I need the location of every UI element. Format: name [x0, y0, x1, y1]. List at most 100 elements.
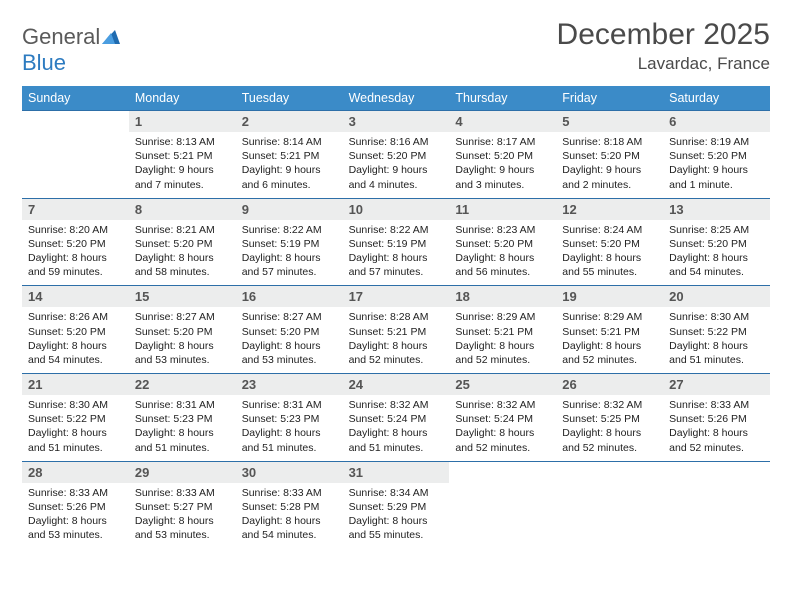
- sunrise-line: Sunrise: 8:18 AM: [562, 135, 657, 149]
- daylight-line: Daylight: 8 hours and 54 minutes.: [242, 514, 337, 542]
- sunrise-line: Sunrise: 8:26 AM: [28, 310, 123, 324]
- sunset-line: Sunset: 5:20 PM: [349, 149, 444, 163]
- day-details: Sunrise: 8:22 AMSunset: 5:19 PMDaylight:…: [236, 220, 343, 286]
- sunset-line: Sunset: 5:20 PM: [669, 237, 764, 251]
- sunrise-line: Sunrise: 8:20 AM: [28, 223, 123, 237]
- calendar-cell: 30Sunrise: 8:33 AMSunset: 5:28 PMDayligh…: [236, 461, 343, 549]
- calendar-cell: 24Sunrise: 8:32 AMSunset: 5:24 PMDayligh…: [343, 373, 450, 461]
- day-number: 12: [556, 199, 663, 220]
- sunrise-line: Sunrise: 8:22 AM: [349, 223, 444, 237]
- sunset-line: Sunset: 5:20 PM: [28, 325, 123, 339]
- sunrise-line: Sunrise: 8:33 AM: [135, 486, 230, 500]
- daylight-line: Daylight: 8 hours and 52 minutes.: [455, 339, 550, 367]
- daylight-line: Daylight: 8 hours and 57 minutes.: [349, 251, 444, 279]
- calendar-cell: 2Sunrise: 8:14 AMSunset: 5:21 PMDaylight…: [236, 110, 343, 198]
- sunset-line: Sunset: 5:19 PM: [242, 237, 337, 251]
- daylight-line: Daylight: 8 hours and 55 minutes.: [562, 251, 657, 279]
- sunset-line: Sunset: 5:20 PM: [455, 237, 550, 251]
- logo-triangle-icon: [102, 24, 120, 50]
- sunrise-line: Sunrise: 8:24 AM: [562, 223, 657, 237]
- day-number: 24: [343, 374, 450, 395]
- calendar-cell: 31Sunrise: 8:34 AMSunset: 5:29 PMDayligh…: [343, 461, 450, 549]
- calendar-cell: 27Sunrise: 8:33 AMSunset: 5:26 PMDayligh…: [663, 373, 770, 461]
- day-details: Sunrise: 8:13 AMSunset: 5:21 PMDaylight:…: [129, 132, 236, 198]
- sunrise-line: Sunrise: 8:33 AM: [669, 398, 764, 412]
- day-number: 8: [129, 199, 236, 220]
- day-number: 19: [556, 286, 663, 307]
- sunset-line: Sunset: 5:20 PM: [455, 149, 550, 163]
- sunset-line: Sunset: 5:20 PM: [135, 325, 230, 339]
- day-number: 22: [129, 374, 236, 395]
- sunset-line: Sunset: 5:25 PM: [562, 412, 657, 426]
- sunrise-line: Sunrise: 8:16 AM: [349, 135, 444, 149]
- sunrise-line: Sunrise: 8:25 AM: [669, 223, 764, 237]
- sunrise-line: Sunrise: 8:27 AM: [242, 310, 337, 324]
- day-details: Sunrise: 8:23 AMSunset: 5:20 PMDaylight:…: [449, 220, 556, 286]
- day-details: Sunrise: 8:34 AMSunset: 5:29 PMDaylight:…: [343, 483, 450, 549]
- daylight-line: Daylight: 8 hours and 52 minutes.: [562, 339, 657, 367]
- day-number: 14: [22, 286, 129, 307]
- sunrise-line: Sunrise: 8:32 AM: [455, 398, 550, 412]
- calendar-cell: 21Sunrise: 8:30 AMSunset: 5:22 PMDayligh…: [22, 373, 129, 461]
- sunset-line: Sunset: 5:28 PM: [242, 500, 337, 514]
- day-number: 18: [449, 286, 556, 307]
- day-details: Sunrise: 8:32 AMSunset: 5:24 PMDaylight:…: [343, 395, 450, 461]
- calendar-cell: 26Sunrise: 8:32 AMSunset: 5:25 PMDayligh…: [556, 373, 663, 461]
- day-number: 21: [22, 374, 129, 395]
- day-details: Sunrise: 8:30 AMSunset: 5:22 PMDaylight:…: [663, 307, 770, 373]
- daylight-line: Daylight: 8 hours and 56 minutes.: [455, 251, 550, 279]
- daylight-line: Daylight: 8 hours and 53 minutes.: [242, 339, 337, 367]
- logo-text: GeneralBlue: [22, 24, 120, 76]
- sunrise-line: Sunrise: 8:14 AM: [242, 135, 337, 149]
- day-number: 26: [556, 374, 663, 395]
- calendar-cell: 4Sunrise: 8:17 AMSunset: 5:20 PMDaylight…: [449, 110, 556, 198]
- day-details: Sunrise: 8:32 AMSunset: 5:24 PMDaylight:…: [449, 395, 556, 461]
- weekday-header: Wednesday: [343, 86, 450, 110]
- calendar-cell: 16Sunrise: 8:27 AMSunset: 5:20 PMDayligh…: [236, 285, 343, 373]
- day-number: 30: [236, 462, 343, 483]
- sunrise-line: Sunrise: 8:30 AM: [28, 398, 123, 412]
- day-number: 25: [449, 374, 556, 395]
- calendar-cell: 19Sunrise: 8:29 AMSunset: 5:21 PMDayligh…: [556, 285, 663, 373]
- calendar-cell-empty: ..: [22, 110, 129, 198]
- day-details: Sunrise: 8:22 AMSunset: 5:19 PMDaylight:…: [343, 220, 450, 286]
- day-number: 15: [129, 286, 236, 307]
- day-details: Sunrise: 8:33 AMSunset: 5:26 PMDaylight:…: [663, 395, 770, 461]
- calendar-cell: 8Sunrise: 8:21 AMSunset: 5:20 PMDaylight…: [129, 198, 236, 286]
- day-details: Sunrise: 8:33 AMSunset: 5:26 PMDaylight:…: [22, 483, 129, 549]
- day-details: Sunrise: 8:24 AMSunset: 5:20 PMDaylight:…: [556, 220, 663, 286]
- calendar-cell: 13Sunrise: 8:25 AMSunset: 5:20 PMDayligh…: [663, 198, 770, 286]
- day-number: 1: [129, 111, 236, 132]
- sunrise-line: Sunrise: 8:29 AM: [455, 310, 550, 324]
- sunset-line: Sunset: 5:20 PM: [28, 237, 123, 251]
- day-number: 7: [22, 199, 129, 220]
- sunset-line: Sunset: 5:21 PM: [562, 325, 657, 339]
- sunrise-line: Sunrise: 8:17 AM: [455, 135, 550, 149]
- calendar-cell: 18Sunrise: 8:29 AMSunset: 5:21 PMDayligh…: [449, 285, 556, 373]
- calendar-cell: 1Sunrise: 8:13 AMSunset: 5:21 PMDaylight…: [129, 110, 236, 198]
- calendar-cell: 15Sunrise: 8:27 AMSunset: 5:20 PMDayligh…: [129, 285, 236, 373]
- day-number: 5: [556, 111, 663, 132]
- location: Lavardac, France: [557, 54, 770, 74]
- weekday-header: Monday: [129, 86, 236, 110]
- daylight-line: Daylight: 8 hours and 51 minutes.: [135, 426, 230, 454]
- day-number: 9: [236, 199, 343, 220]
- daylight-line: Daylight: 8 hours and 51 minutes.: [349, 426, 444, 454]
- calendar-cell: 25Sunrise: 8:32 AMSunset: 5:24 PMDayligh…: [449, 373, 556, 461]
- day-details: Sunrise: 8:28 AMSunset: 5:21 PMDaylight:…: [343, 307, 450, 373]
- day-number: 11: [449, 199, 556, 220]
- day-details: Sunrise: 8:16 AMSunset: 5:20 PMDaylight:…: [343, 132, 450, 198]
- sunrise-line: Sunrise: 8:13 AM: [135, 135, 230, 149]
- day-details: Sunrise: 8:20 AMSunset: 5:20 PMDaylight:…: [22, 220, 129, 286]
- sunrise-line: Sunrise: 8:30 AM: [669, 310, 764, 324]
- sunrise-line: Sunrise: 8:22 AM: [242, 223, 337, 237]
- day-number: 4: [449, 111, 556, 132]
- header: GeneralBlue December 2025 Lavardac, Fran…: [22, 18, 770, 76]
- daylight-line: Daylight: 8 hours and 51 minutes.: [28, 426, 123, 454]
- day-details: Sunrise: 8:26 AMSunset: 5:20 PMDaylight:…: [22, 307, 129, 373]
- day-details: Sunrise: 8:18 AMSunset: 5:20 PMDaylight:…: [556, 132, 663, 198]
- day-number: 13: [663, 199, 770, 220]
- sunset-line: Sunset: 5:21 PM: [135, 149, 230, 163]
- calendar-cell: 28Sunrise: 8:33 AMSunset: 5:26 PMDayligh…: [22, 461, 129, 549]
- sunrise-line: Sunrise: 8:19 AM: [669, 135, 764, 149]
